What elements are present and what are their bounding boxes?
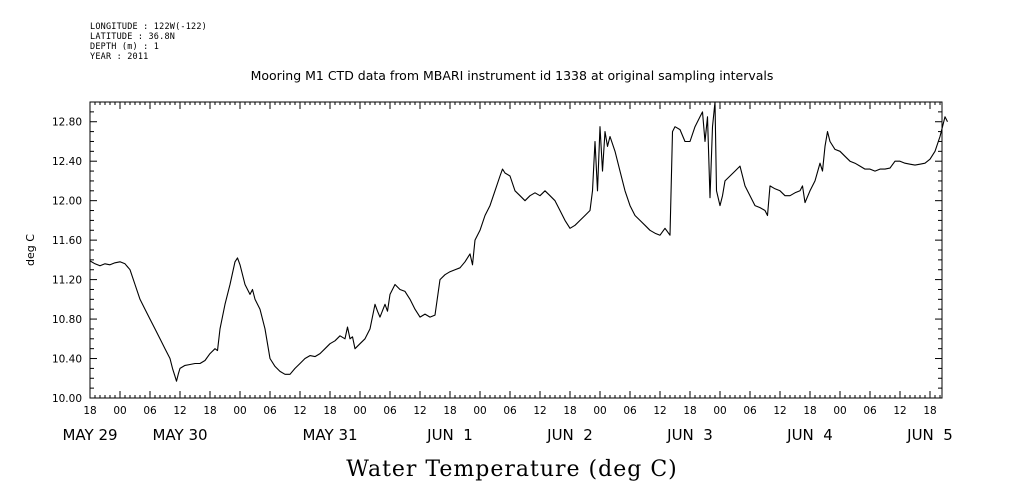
- x-tick-label: 06: [863, 405, 877, 417]
- x-tick-label: 18: [803, 405, 816, 417]
- x-tick-label: 12: [893, 405, 906, 417]
- x-axis-label: Water Temperature (deg C): [346, 457, 678, 482]
- metadata-block: LONGITUDE : 122W(-122) LATITUDE : 36.8N …: [90, 22, 207, 62]
- y-tick-label: 12.40: [52, 156, 82, 168]
- chart-title: Mooring M1 CTD data from MBARI instrumen…: [251, 68, 774, 83]
- longitude-line: LONGITUDE : 122W(-122): [90, 22, 207, 32]
- x-day-label: JUN 5: [906, 426, 953, 444]
- x-tick-label: 00: [593, 405, 606, 417]
- x-tick-label: 06: [383, 405, 397, 417]
- y-tick-label: 10.80: [52, 314, 82, 326]
- axes: 18 00 06 12 18 00 06 12 18 00 06 12 18 00 06 12 18 00 06 12…: [52, 101, 953, 444]
- depth-line: DEPTH (m) : 1: [90, 42, 160, 52]
- y-tick-label: 11.20: [52, 275, 82, 287]
- x-tick-label: 18: [83, 405, 96, 417]
- x-day-label: JUN 1: [426, 426, 473, 444]
- plot-frame: [89, 101, 943, 399]
- x-tick-label: 18: [203, 405, 216, 417]
- y-tick-label: 10.00: [52, 393, 82, 405]
- x-tick-label: 12: [653, 405, 666, 417]
- x-tick-label: 06: [503, 405, 517, 417]
- x-tick-label: 18: [563, 405, 576, 417]
- x-tick-label: 00: [833, 405, 846, 417]
- x-tick-label: 18: [923, 405, 936, 417]
- x-tick-label: 00: [113, 405, 126, 417]
- data-series: [89, 101, 948, 382]
- x-tick-label: 00: [473, 405, 486, 417]
- x-day-label: MAY 31: [302, 426, 357, 444]
- x-tick-label: 00: [713, 405, 726, 417]
- x-tick-label: 18: [683, 405, 696, 417]
- x-tick-label: 06: [263, 405, 277, 417]
- x-tick-label: 06: [743, 405, 757, 417]
- y-tick-label: 12.80: [52, 117, 82, 129]
- x-tick-label: 12: [413, 405, 426, 417]
- x-day-label: MAY 29: [62, 426, 117, 444]
- y-tick-label: 11.60: [52, 235, 82, 247]
- y-tick-label: 10.40: [52, 354, 82, 366]
- x-tick-label: 12: [173, 405, 186, 417]
- x-tick-label: 12: [773, 405, 786, 417]
- year-line: YEAR : 2011: [90, 52, 149, 62]
- x-tick-label: 06: [623, 405, 637, 417]
- y-axis-label: deg C: [24, 234, 37, 266]
- x-tick-label: 18: [323, 405, 336, 417]
- latitude-line: LATITUDE : 36.8N: [90, 32, 176, 42]
- x-day-label: JUN 2: [546, 426, 593, 444]
- temperature-line: [89, 101, 948, 382]
- x-day-label: JUN 4: [786, 426, 833, 444]
- x-day-label: MAY 30: [152, 426, 207, 444]
- x-tick-label: 00: [233, 405, 246, 417]
- x-tick-label: 12: [533, 405, 546, 417]
- x-tick-label: 00: [353, 405, 366, 417]
- y-tick-label: 12.00: [52, 196, 82, 208]
- x-day-label: JUN 3: [666, 426, 713, 444]
- x-tick-label: 12: [293, 405, 306, 417]
- x-tick-label: 06: [143, 405, 157, 417]
- x-tick-label: 18: [443, 405, 456, 417]
